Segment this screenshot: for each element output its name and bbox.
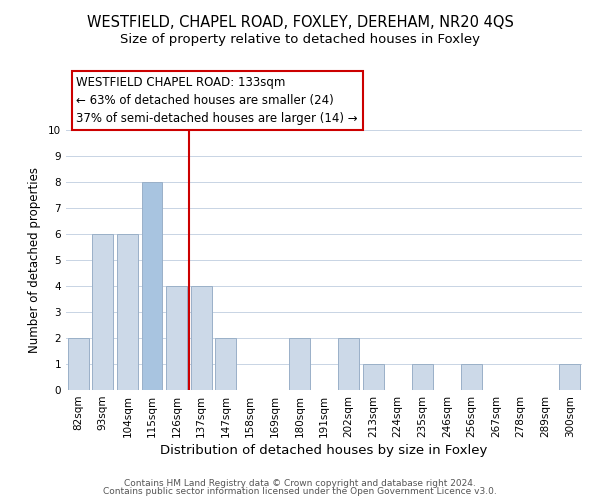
Y-axis label: Number of detached properties: Number of detached properties xyxy=(28,167,41,353)
Text: Contains public sector information licensed under the Open Government Licence v3: Contains public sector information licen… xyxy=(103,487,497,496)
Bar xyxy=(412,364,433,390)
Bar xyxy=(338,338,359,390)
Text: Contains HM Land Registry data © Crown copyright and database right 2024.: Contains HM Land Registry data © Crown c… xyxy=(124,478,476,488)
Bar xyxy=(166,286,187,390)
Text: WESTFIELD, CHAPEL ROAD, FOXLEY, DEREHAM, NR20 4QS: WESTFIELD, CHAPEL ROAD, FOXLEY, DEREHAM,… xyxy=(86,15,514,30)
Bar xyxy=(289,338,310,390)
Text: WESTFIELD CHAPEL ROAD: 133sqm
← 63% of detached houses are smaller (24)
37% of s: WESTFIELD CHAPEL ROAD: 133sqm ← 63% of d… xyxy=(76,76,358,125)
Bar xyxy=(559,364,580,390)
Bar xyxy=(191,286,212,390)
X-axis label: Distribution of detached houses by size in Foxley: Distribution of detached houses by size … xyxy=(160,444,488,457)
Text: Size of property relative to detached houses in Foxley: Size of property relative to detached ho… xyxy=(120,32,480,46)
Bar xyxy=(68,338,89,390)
Bar xyxy=(142,182,163,390)
Bar xyxy=(362,364,383,390)
Bar xyxy=(117,234,138,390)
Bar xyxy=(461,364,482,390)
Bar xyxy=(215,338,236,390)
Bar xyxy=(92,234,113,390)
